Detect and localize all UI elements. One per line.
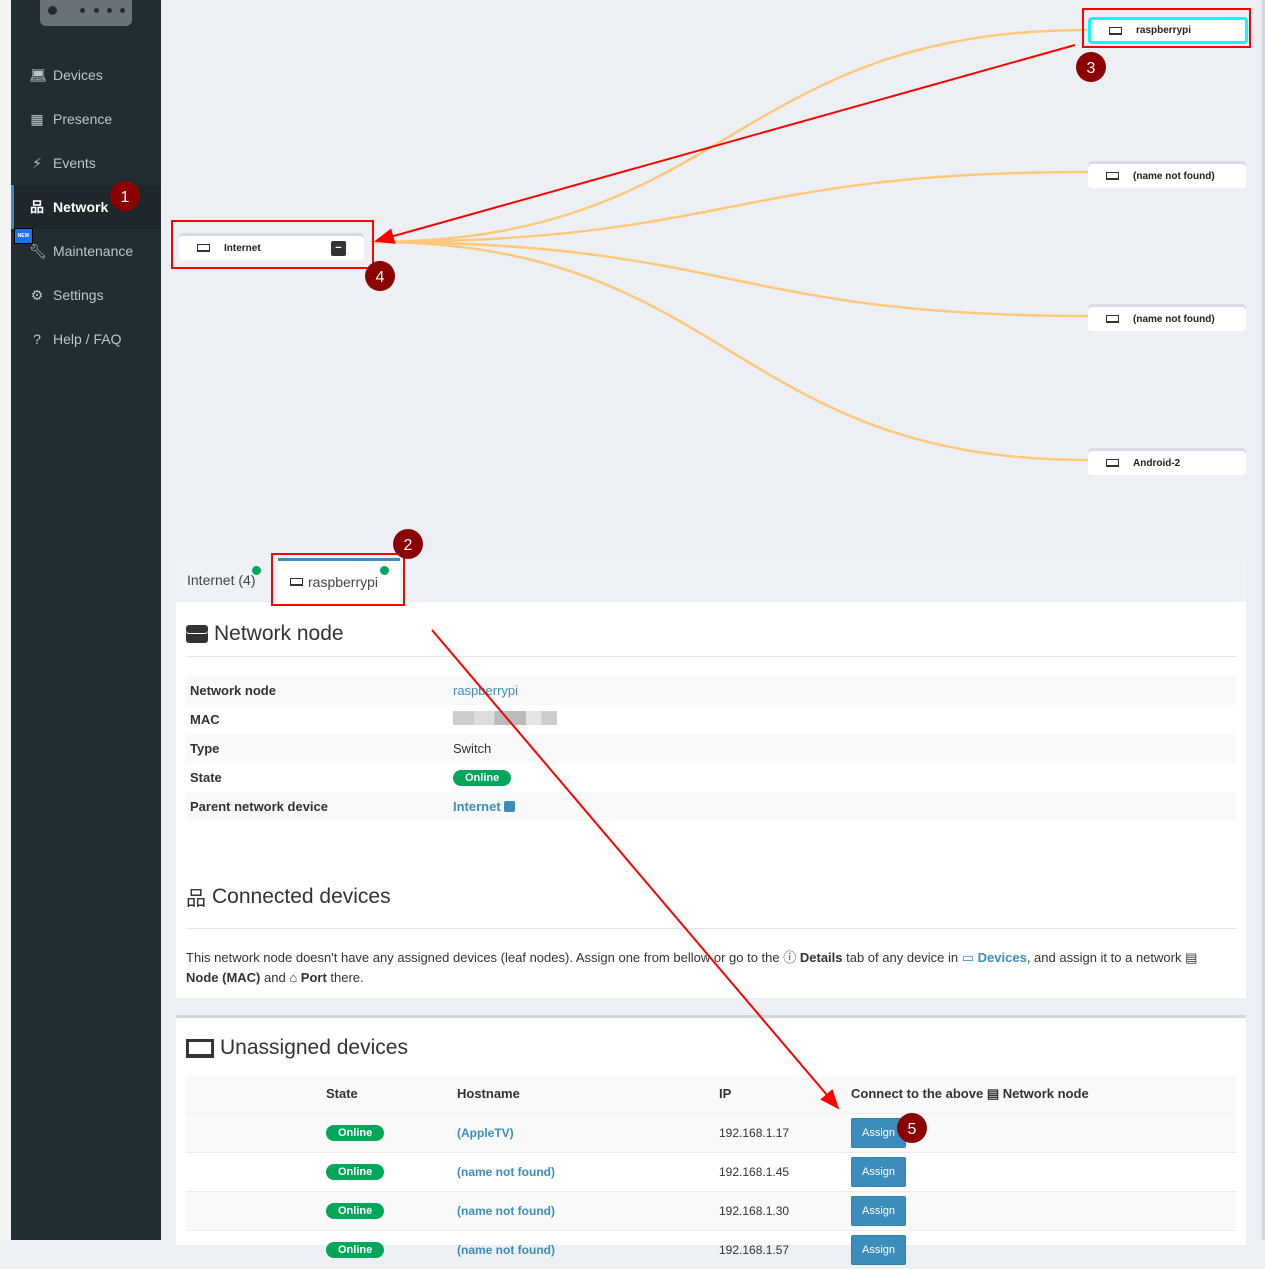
server-icon: ▤ [1185, 950, 1198, 965]
sidebar-item-presence[interactable]: ▦ Presence [30, 110, 113, 128]
table-row: Type Switch [186, 734, 1236, 763]
parent-device-link[interactable]: Internet [453, 799, 516, 814]
laptop-icon [290, 577, 303, 586]
graph-node[interactable]: (name not found) [1088, 307, 1246, 331]
graph-node[interactable]: (name not found) [1088, 164, 1246, 188]
status-badge: Online [326, 1163, 385, 1180]
collapse-button[interactable]: − [331, 241, 346, 256]
laptop-icon [186, 1038, 214, 1058]
wrench-icon: 🔧︎ [29, 242, 47, 259]
sidebar-item-maintenance[interactable]: 🔧︎ Maintenance [29, 242, 134, 260]
sidebar-item-settings[interactable]: ⚙ Settings [30, 286, 104, 304]
laptop-icon [1106, 315, 1119, 323]
table-row: Parent network device Internet [186, 792, 1236, 821]
divider [186, 928, 1236, 929]
laptop-icon [1106, 459, 1119, 467]
new-badge: NEW [14, 228, 33, 244]
status-dot [252, 566, 261, 575]
devices-link[interactable]: ▭ Devices [961, 950, 1027, 965]
sidebar-item-devices[interactable]: 💻︎ Devices [29, 66, 103, 84]
table-row: Online (AppleTV) 192.168.1.17 Assign [186, 1112, 1236, 1152]
bolt-icon: ⚡︎ [32, 154, 42, 171]
laptop-icon [1109, 26, 1122, 35]
unassigned-devices-heading: Unassigned devices [186, 1036, 408, 1060]
table-row: Online (name not found) 192.168.1.30 Assign [186, 1190, 1236, 1230]
hostname-link[interactable]: (name not found) [457, 1164, 555, 1179]
status-badge: Online [453, 770, 512, 786]
graph-link [371, 170, 1089, 244]
node-link[interactable]: raspberrypi [453, 683, 519, 698]
graph-link [371, 240, 1089, 462]
table-header: State Hostname IP Connect to the above ▤ N… [186, 1075, 1236, 1113]
scrollbar[interactable] [1262, 0, 1265, 1240]
question-icon: ? [33, 331, 41, 347]
laptop-icon [1106, 172, 1119, 180]
table-row: MAC [186, 705, 1236, 734]
graph-node-internet[interactable]: Internet − [179, 236, 364, 260]
assign-button[interactable]: Assign [851, 1234, 906, 1265]
sidebar-item-events[interactable]: ⚡︎ Events [11, 141, 161, 185]
laptop-icon [197, 244, 210, 252]
graph-link [371, 240, 1089, 318]
unassigned-devices-panel: Unassigned devices State Hostname IP Conne… [176, 1015, 1246, 1269]
sitemap-icon: 品 [30, 199, 44, 215]
network-node-heading: Network node [186, 622, 344, 646]
table-row: Online (name not found) 192.168.1.45 Assign [186, 1151, 1236, 1191]
graph-link [371, 28, 1089, 244]
node-details-table: Network node raspberrypi MAC Type Switch S… [186, 676, 1236, 821]
connected-devices-heading: 品 Connected devices [186, 882, 391, 911]
table-row: Online (name not found) 192.168.1.57 Assign [186, 1229, 1236, 1269]
assign-button[interactable]: Assign [851, 1195, 906, 1226]
unassigned-devices-table: State Hostname IP Connect to the above ▤ N… [186, 1075, 1236, 1269]
gear-icon: ⚙ [30, 286, 44, 303]
hostname-link[interactable]: (name not found) [457, 1203, 555, 1218]
tab-raspberrypi[interactable]: raspberrypi [278, 558, 400, 602]
network-graph-links [371, 28, 1089, 462]
hostname-link[interactable]: (AppleTV) [457, 1125, 514, 1140]
logo [40, 0, 132, 26]
connected-devices-description: This network node doesn't have any assig… [186, 950, 1198, 985]
info-icon: ⓘ [783, 950, 797, 965]
assign-button[interactable]: Assign [851, 1156, 906, 1187]
status-dot [380, 566, 389, 575]
server-icon [186, 625, 208, 643]
page-edge [0, 0, 11, 1240]
calendar-icon: ▦ [30, 110, 44, 127]
table-row: State Online [186, 763, 1236, 792]
mac-redacted [453, 711, 557, 725]
assign-button[interactable]: Assign [851, 1117, 906, 1148]
status-badge: Online [326, 1241, 385, 1258]
hostname-link[interactable]: (name not found) [457, 1242, 555, 1257]
divider [186, 656, 1236, 657]
external-link-icon [504, 801, 516, 812]
tab-panel: Internet (4) raspberrypi Network node Ne… [176, 558, 1246, 998]
ethernet-icon: ⌂ [289, 970, 298, 985]
graph-node-android[interactable]: Android-2 [1088, 451, 1246, 475]
status-badge: Online [326, 1124, 385, 1141]
status-badge: Online [326, 1202, 385, 1219]
graph-node-raspberrypi[interactable]: raspberrypi [1088, 17, 1248, 44]
tab-internet[interactable]: Internet (4) [187, 572, 256, 588]
tab-bar: Internet (4) raspberrypi [176, 558, 1246, 602]
sitemap-icon: 品 [186, 888, 206, 910]
sidebar-item-help[interactable]: ? Help / FAQ [11, 317, 161, 361]
table-row: Network node raspberrypi [186, 676, 1236, 705]
server-icon: ▤ [986, 1085, 1000, 1101]
laptop-icon: 💻︎ [29, 66, 47, 83]
